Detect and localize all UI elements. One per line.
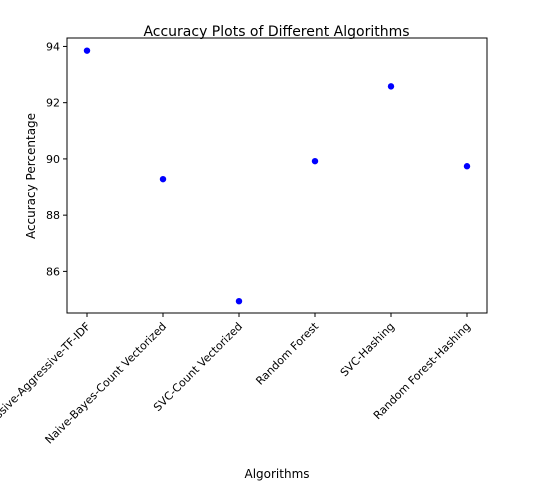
y-tick-label: 92 [46, 97, 60, 110]
data-point [387, 83, 395, 90]
y-tick-label: 86 [46, 265, 60, 278]
y-tick-label: 94 [46, 40, 60, 53]
plot-frame [66, 37, 488, 314]
x-axis-label: Algorithms [244, 467, 309, 481]
data-point [83, 47, 91, 54]
data-point [235, 297, 243, 305]
data-points [83, 47, 471, 305]
y-axis-label: Accuracy Percentage [24, 113, 38, 239]
y-axis-ticks: 86 88 90 92 94 [46, 40, 67, 278]
data-point [159, 175, 167, 183]
y-tick-label: 90 [46, 153, 60, 166]
data-point [311, 157, 319, 165]
chart-title: Accuracy Plots of Different Algorithms [143, 24, 409, 40]
data-point [463, 163, 471, 170]
y-tick-label: 88 [46, 209, 60, 222]
